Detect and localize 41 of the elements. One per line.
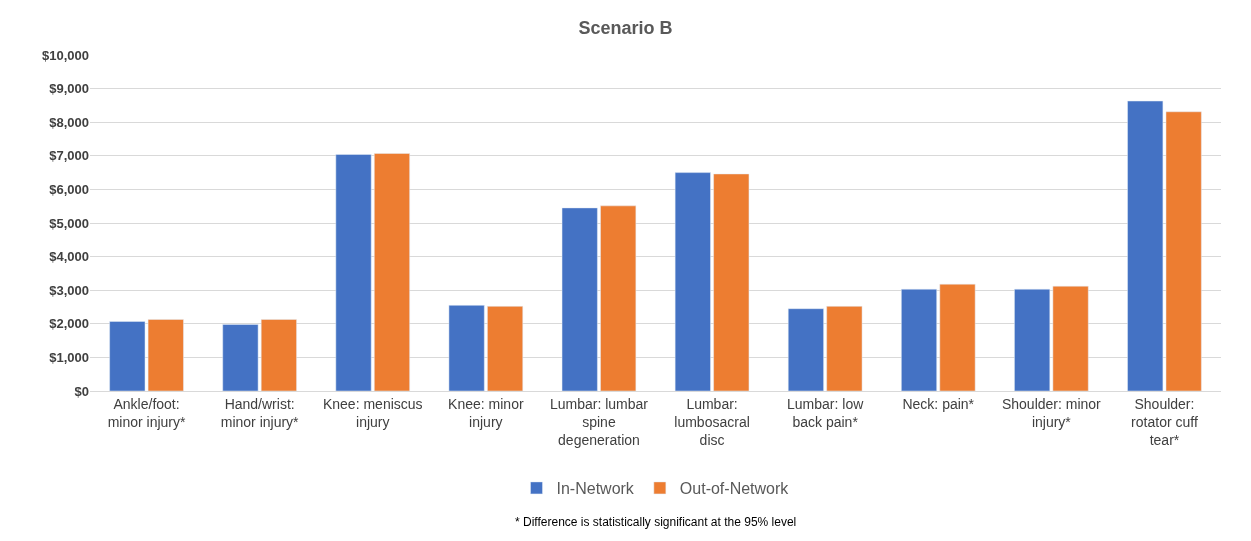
bar	[335, 154, 372, 391]
text: * Difference is statistically significant at the 95% level	[515, 515, 797, 529]
bar	[260, 319, 297, 391]
bar	[222, 324, 259, 391]
bar	[600, 205, 637, 391]
y-tick-label: $0	[74, 383, 89, 399]
x-tick-label: Neck: pain*	[902, 395, 975, 412]
x-tick-label: Ankle/foot: minor injury*	[107, 395, 186, 430]
x-tick-label: Lumbar: low back pain*	[787, 395, 865, 430]
x-tick-label: Knee: minor injury	[448, 395, 524, 430]
y-tick-label: $7,000	[49, 148, 89, 164]
y-tick-label: $4,000	[49, 249, 89, 265]
y-tick-label: $9,000	[49, 81, 89, 97]
legend-label: In-Network	[556, 480, 635, 498]
y-tick-label: $10,000	[42, 47, 89, 63]
bar	[561, 207, 598, 391]
x-tick-label: Hand/wrist: minor injury*	[220, 395, 300, 430]
bar	[448, 305, 485, 391]
y-tick-label: $2,000	[49, 316, 89, 332]
bar	[1014, 288, 1051, 391]
bar	[939, 283, 976, 391]
y-tick-label: $6,000	[49, 181, 89, 197]
y-tick-label: $8,000	[49, 114, 89, 130]
bar	[374, 153, 410, 391]
bar	[487, 306, 524, 391]
y-tick-label: $3,000	[49, 282, 89, 298]
bar	[901, 288, 937, 391]
bar	[674, 172, 711, 391]
x-tick-label: Lumbar: lumbar spine degeneration	[549, 395, 649, 449]
y-tick-label: $5,000	[49, 215, 89, 231]
bar	[713, 173, 750, 391]
bar	[787, 308, 824, 391]
y-tick-label: $1,000	[49, 349, 89, 365]
chart-title: Scenario B	[578, 18, 673, 39]
x-tick-label: Shoulder: rotator cuff tear*	[1131, 395, 1198, 449]
legend-label: Out-of-Network	[679, 480, 790, 498]
x-tick-label: Knee: meniscus injury	[322, 395, 423, 430]
x-tick-label: Shoulder: minor injury*	[1001, 395, 1102, 430]
x-tick-label: Lumbar: lumbosacral disc	[674, 395, 750, 449]
bar	[1052, 285, 1089, 391]
bar	[826, 306, 863, 391]
